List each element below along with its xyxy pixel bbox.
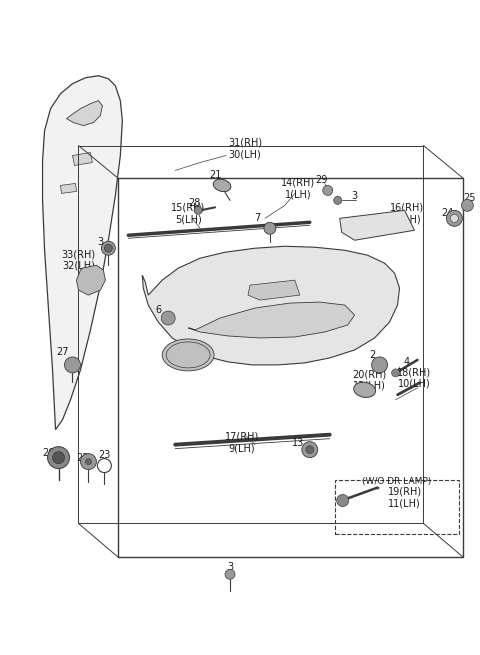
Polygon shape [76,265,106,295]
Text: 19(RH)
11(LH): 19(RH) 11(LH) [387,487,421,508]
Circle shape [461,199,473,212]
Text: 18(RH)
10(LH): 18(RH) 10(LH) [397,367,432,388]
Circle shape [450,214,458,222]
Text: 3: 3 [227,562,233,572]
Text: 13: 13 [292,438,304,447]
Text: 31(RH)
30(LH): 31(RH) 30(LH) [228,138,262,159]
Polygon shape [60,183,76,193]
Text: 29: 29 [315,176,328,185]
Ellipse shape [213,179,231,192]
Text: 4: 4 [404,357,409,367]
Text: 2: 2 [370,350,376,360]
Circle shape [372,357,387,373]
Circle shape [104,244,112,252]
Polygon shape [248,280,300,300]
Text: 33(RH)
32(LH): 33(RH) 32(LH) [61,250,96,271]
Polygon shape [340,210,415,240]
Circle shape [225,569,235,579]
Text: 24: 24 [441,208,454,218]
Text: (W/O DR LAMP): (W/O DR LAMP) [362,477,431,486]
Circle shape [64,357,81,373]
Text: 6: 6 [155,305,161,315]
Text: 17(RH)
9(LH): 17(RH) 9(LH) [225,432,259,453]
Circle shape [81,454,96,470]
Text: 25: 25 [463,193,476,203]
Circle shape [334,196,342,204]
Polygon shape [72,153,93,166]
Text: 15(RH)
5(LH): 15(RH) 5(LH) [171,202,205,224]
Text: 20(RH)
12(LH): 20(RH) 12(LH) [352,369,387,390]
Circle shape [194,206,202,214]
Polygon shape [142,246,399,365]
Polygon shape [67,101,102,126]
Text: 16(RH)
8(LH): 16(RH) 8(LH) [390,202,425,224]
Text: 22: 22 [76,453,89,462]
Polygon shape [43,76,122,430]
Text: 3: 3 [97,237,104,247]
Text: 21: 21 [209,170,221,180]
Text: 14(RH)
1(LH): 14(RH) 1(LH) [281,178,315,199]
Circle shape [101,241,115,255]
Text: 26: 26 [42,447,55,458]
Text: 23: 23 [98,449,110,460]
Text: 7: 7 [254,214,260,223]
Circle shape [85,458,91,464]
Circle shape [161,311,175,325]
Circle shape [48,447,70,468]
Circle shape [264,222,276,234]
Circle shape [336,495,348,506]
Circle shape [306,445,314,454]
Circle shape [392,369,399,377]
Text: 3: 3 [352,191,358,201]
Polygon shape [188,302,355,338]
Text: 27: 27 [56,347,69,357]
Text: 28: 28 [188,198,200,208]
Circle shape [323,185,333,195]
Circle shape [52,452,64,464]
Circle shape [446,210,462,226]
Ellipse shape [162,339,214,371]
Ellipse shape [354,383,375,398]
Circle shape [302,441,318,458]
